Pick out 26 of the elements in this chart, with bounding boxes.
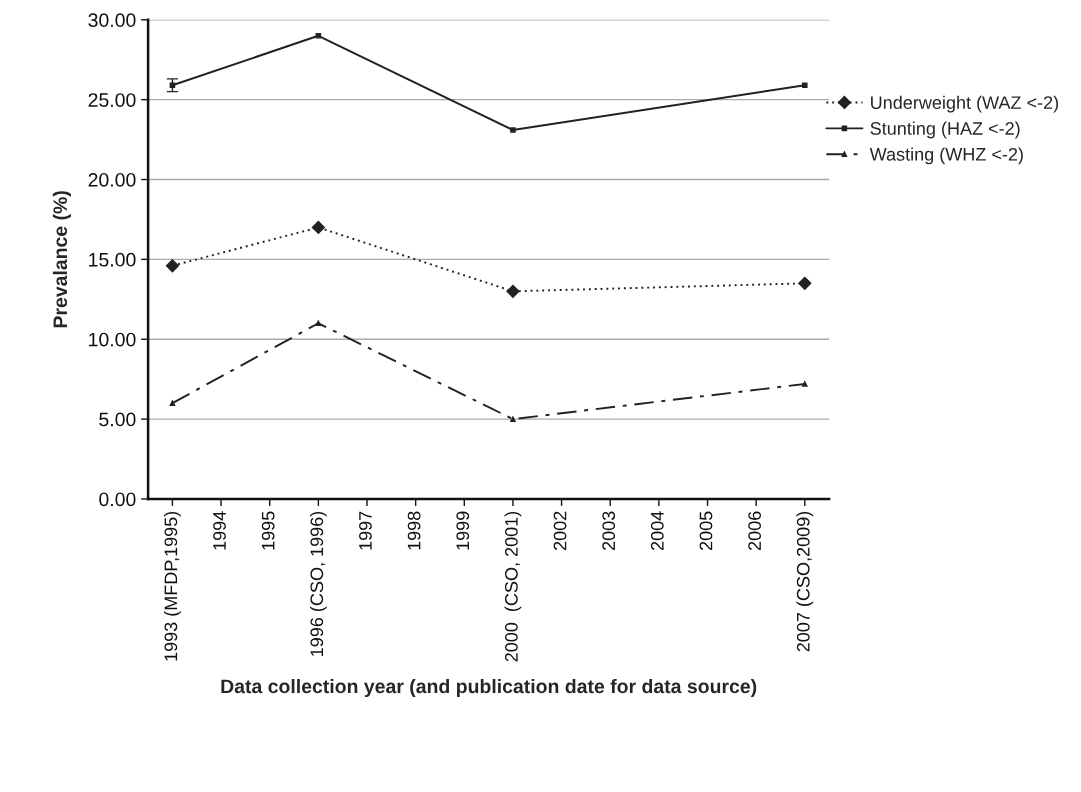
y-tick-label: 15.00 [89,252,136,267]
x-axis-title: Data collection year (and publication date for data source) [221,678,757,698]
x-tick-label: 1999 [456,511,470,550]
x-tick-label: 1996 (CSO, 1996) [309,511,327,656]
legend-label: Underweight (WAZ <-2) [871,95,1059,113]
y-tick-label: 25.00 [88,93,136,107]
x-tick-label: 1993 (MFDP,1995) [164,511,181,661]
y-tick-label: 10.00 [89,332,136,347]
x-tick-label: 2007 (CSO,2009) [796,511,814,652]
x-tick-label: 2006 [748,511,762,551]
y-tick-label: 30.00 [88,13,136,28]
y-tick-label: 0.00 [99,492,136,507]
y-axis-title: Prevalance (%) [52,191,71,328]
x-tick-label: 1998 [407,511,421,550]
y-tick-label: 20.00 [88,172,136,187]
x-tick-label: 2004 [650,511,664,551]
legend-label: Stunting (HAZ <-2) [870,121,1020,139]
x-tick-label: 1995 [261,511,275,550]
x-tick-label: 2005 [699,511,713,551]
x-tick-label: 2000 (CSO, 2001) [504,511,522,662]
x-tick-label: 2002 [553,511,567,551]
y-tick-label: 5.00 [99,412,136,427]
legend-label: Wasting (WHZ <-2) [869,147,1023,165]
x-tick-label: 1997 [359,511,372,550]
x-tick-label: 2003 [602,511,616,551]
x-tick-label: 1994 [213,511,226,550]
